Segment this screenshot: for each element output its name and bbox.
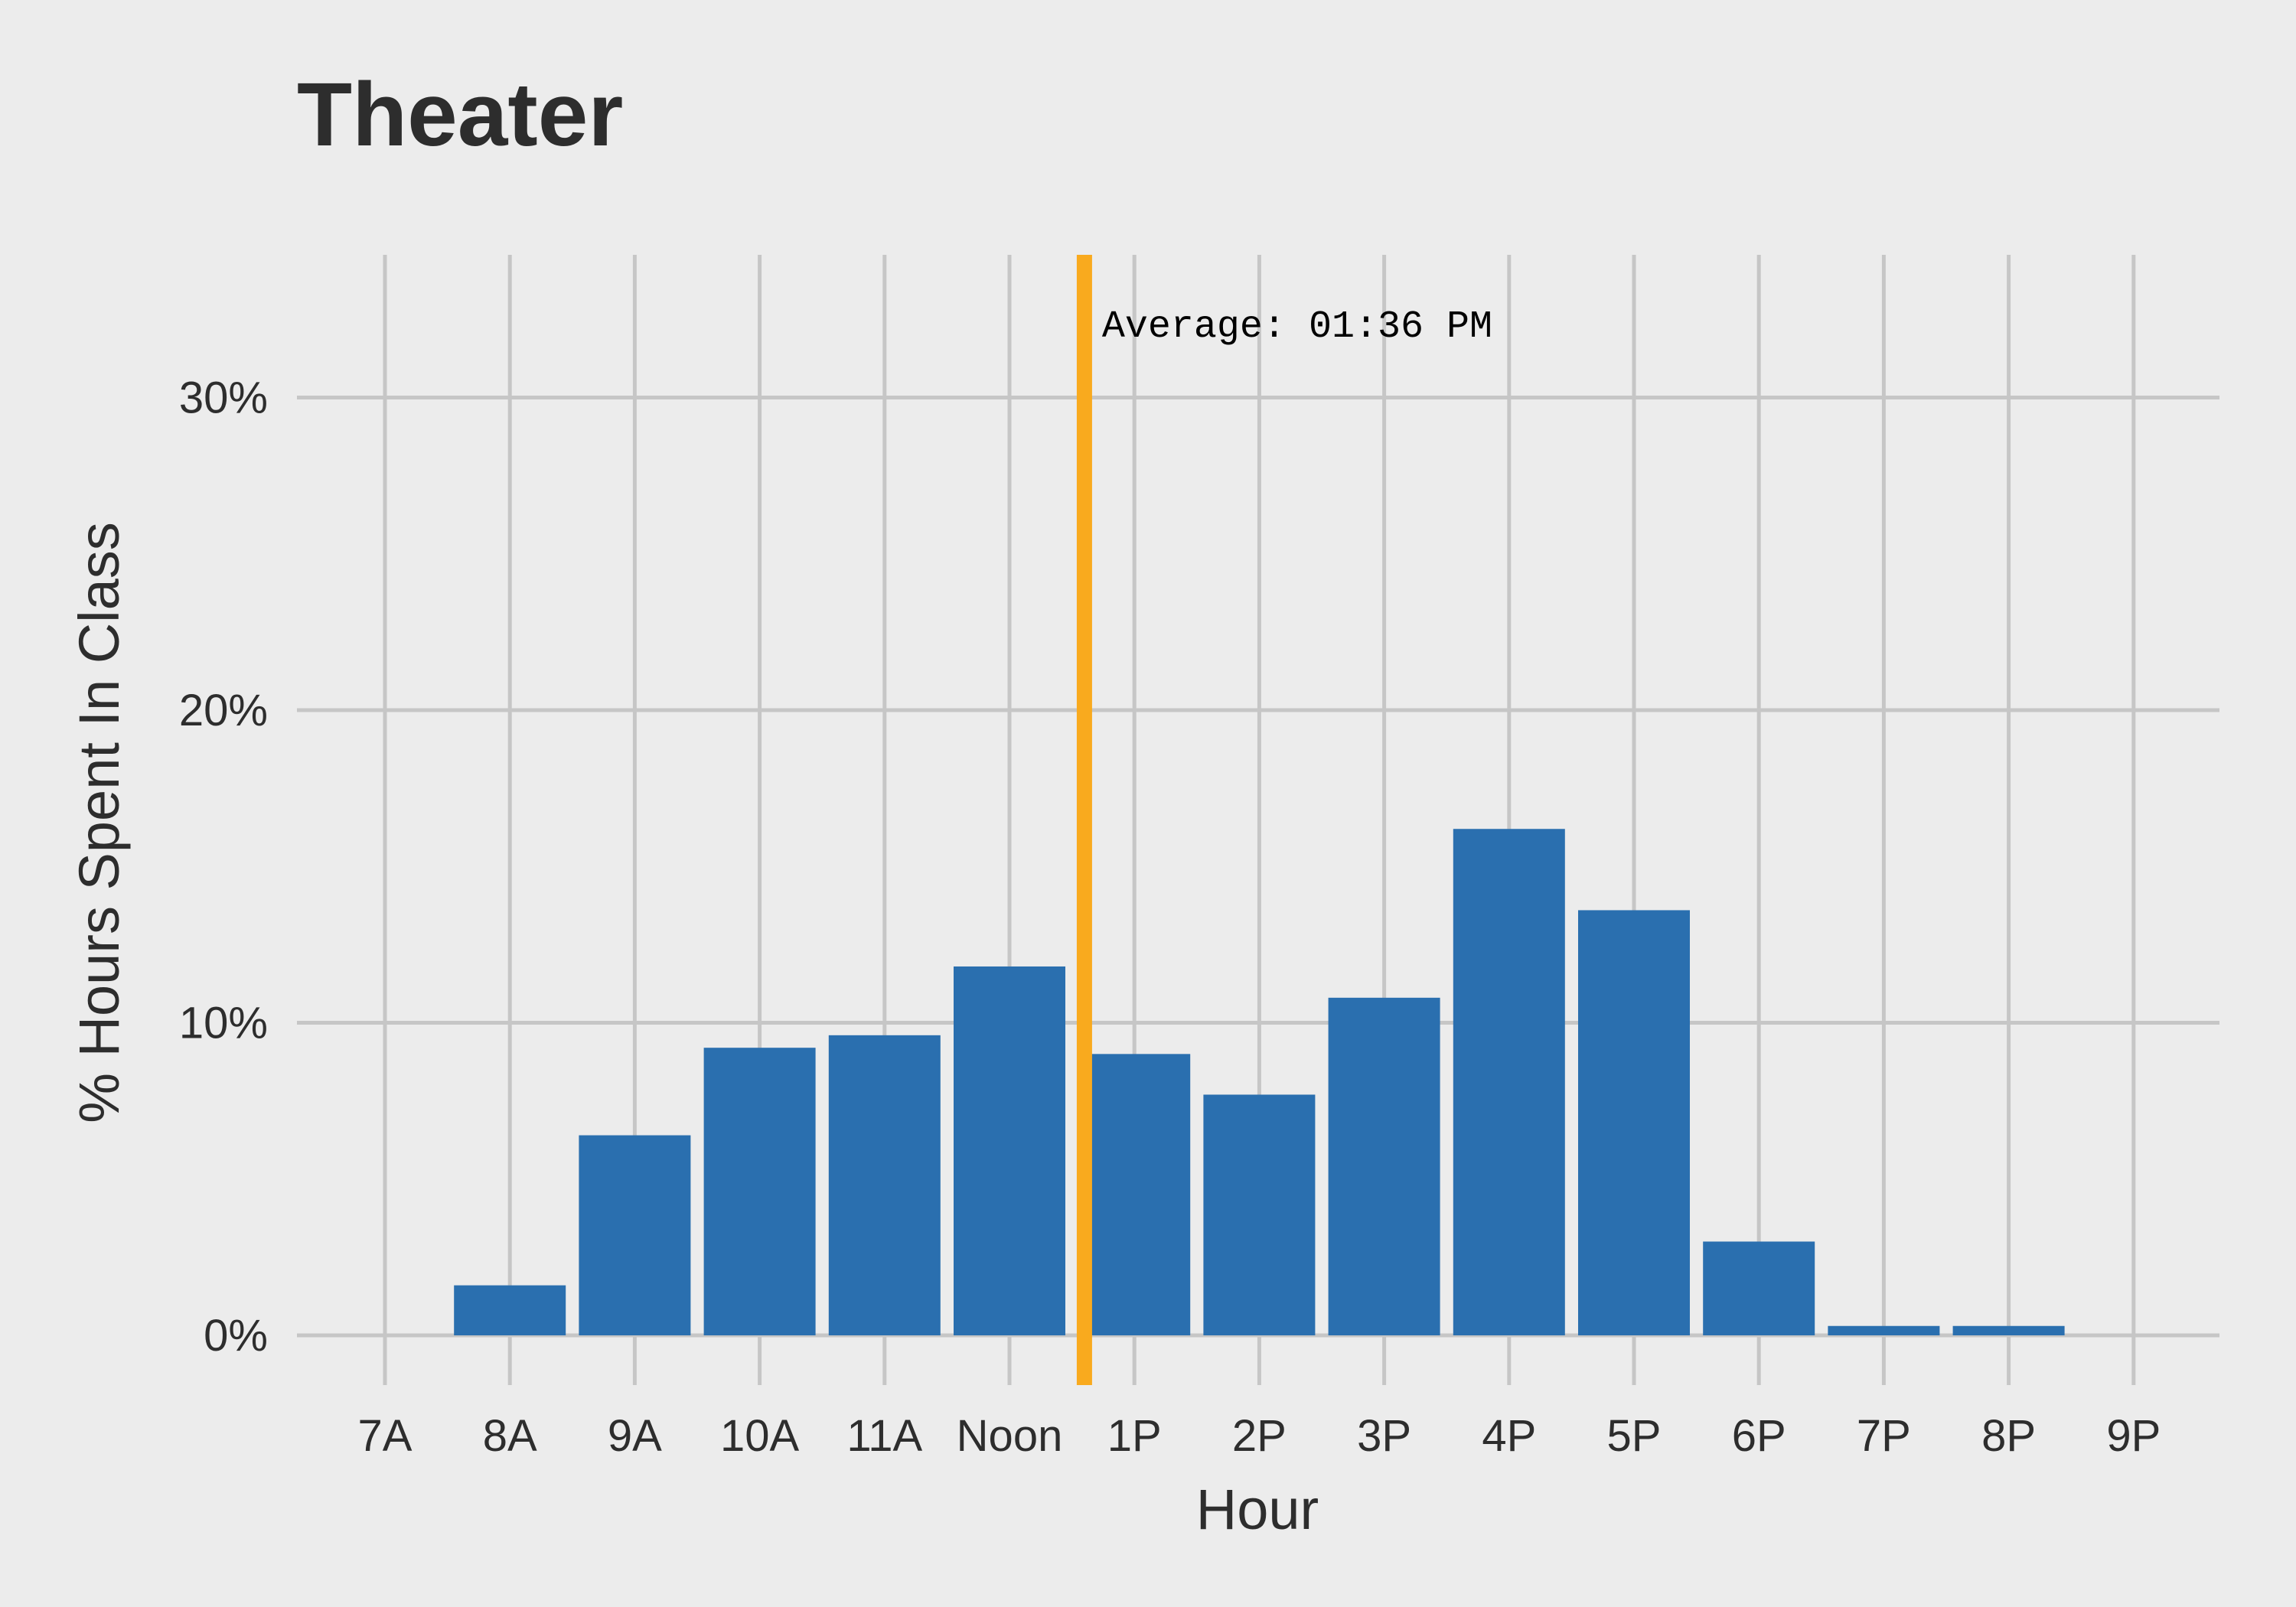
bar-5P [1578,910,1690,1335]
x-tick-label: 8P [1981,1411,2036,1461]
x-tick-label: 10A [720,1411,800,1461]
bars [454,829,2065,1335]
y-tick-label: 30% [179,373,268,423]
average-label: Average: 01:36 PM [1102,305,1492,349]
bar-2P [1203,1094,1316,1335]
x-tick-label: 2P [1232,1411,1287,1461]
x-tick-label: 6P [1732,1411,1786,1461]
y-tick-labels: 0% 10% 20% 30% [179,373,268,1361]
y-axis-title: % Hours Spent In Class [67,522,131,1123]
bar-1P [1078,1054,1191,1335]
bar-9A [579,1135,691,1335]
x-tick-label: 9A [608,1411,662,1461]
bar-8A [454,1285,566,1335]
y-tick-label: 0% [204,1311,268,1361]
y-tick-label: 10% [179,999,268,1048]
x-tick-label: 1P [1107,1411,1162,1461]
chart-title: Theater [297,64,623,165]
x-tick-label: 7P [1857,1411,1911,1461]
x-tick-label: 11A [846,1411,922,1461]
x-tick-label: Noon [957,1411,1063,1461]
x-tick-label: 3P [1357,1411,1411,1461]
x-tick-label: 9P [2106,1411,2161,1461]
bar-Noon [954,966,1065,1335]
vertical-gridlines [383,255,2136,1385]
x-tick-label: 5P [1607,1411,1662,1461]
x-tick-labels: 7A 8A 9A 10A 11A Noon 1P 2P 3P 4P 5P 6P 7P 8P 9P [358,1411,2161,1461]
bar-10A [703,1048,816,1335]
bar-7P [1828,1325,1940,1335]
x-tick-label: 4P [1482,1411,1536,1461]
x-axis-title: Hour [1196,1478,1319,1541]
y-tick-label: 20% [179,686,268,735]
average-line [1076,255,1092,1385]
bar-3P [1328,997,1440,1335]
bar-8P [1952,1325,2065,1335]
bar-4P [1453,829,1565,1335]
bar-11A [828,1035,941,1335]
average-marker: Average: 01:36 PM [1076,255,1492,1385]
x-tick-label: 7A [358,1411,413,1461]
x-tick-label: 8A [483,1411,537,1461]
bar-6P [1703,1241,1815,1335]
